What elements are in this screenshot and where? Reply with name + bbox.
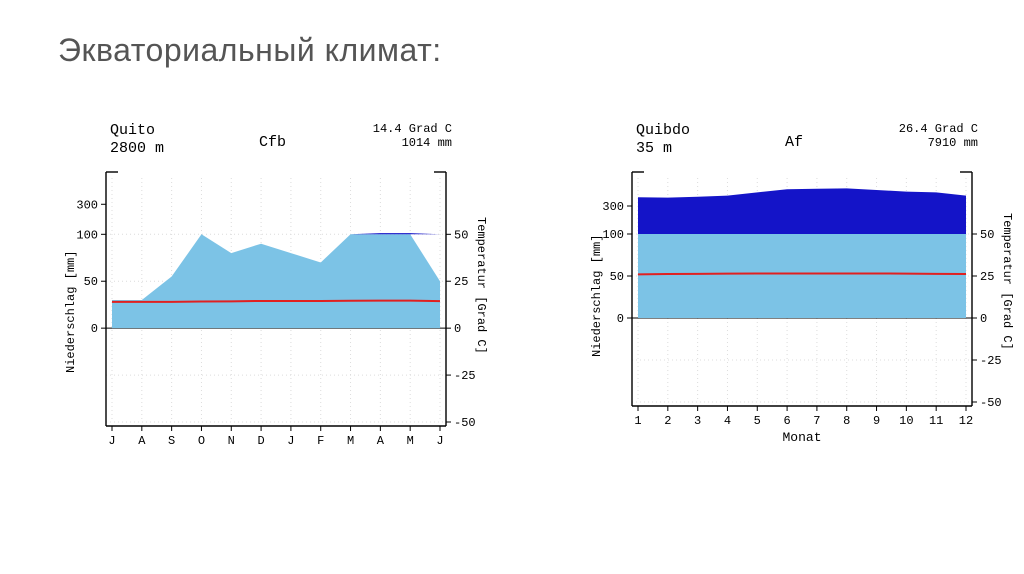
y-left-tick-label: 0 — [91, 322, 98, 336]
x-tick-label: 9 — [873, 414, 880, 428]
temperature-line — [638, 273, 966, 274]
y-right-tick-label: -50 — [980, 396, 1002, 410]
y-right-axis-label: Temperatur [Grad C] — [1000, 213, 1014, 350]
y-left-tick-label: 50 — [610, 270, 624, 284]
x-tick-label: D — [257, 434, 264, 448]
climate-chart: Quito 2800 m Cfb 14.4 Grad C 1014 mm 050… — [58, 120, 494, 470]
x-tick-label: 12 — [959, 414, 973, 428]
y-right-tick-label: 0 — [980, 312, 987, 326]
chart-plot: 050100300-50-2502550123456789101112 — [584, 120, 1020, 450]
y-right-tick-label: 25 — [454, 275, 468, 289]
x-tick-label: 8 — [843, 414, 850, 428]
y-left-tick-label: 0 — [617, 312, 624, 326]
x-axis-label: Monat — [772, 430, 832, 445]
x-tick-label: M — [347, 434, 354, 448]
x-tick-label: 2 — [664, 414, 671, 428]
y-right-tick-label: 25 — [980, 270, 994, 284]
x-tick-label: A — [138, 434, 146, 448]
y-left-tick-label: 300 — [76, 198, 98, 212]
climate-chart: Quibdo 35 m Af 26.4 Grad C 7910 mm 05010… — [584, 120, 1020, 450]
y-right-tick-label: 0 — [454, 322, 461, 336]
precip-area-dark — [638, 188, 966, 234]
x-tick-label: 6 — [783, 414, 790, 428]
x-tick-label: N — [228, 434, 235, 448]
y-right-tick-label: -25 — [454, 369, 476, 383]
x-tick-label: J — [287, 434, 294, 448]
precip-area-dark — [112, 233, 440, 234]
x-tick-label: 5 — [754, 414, 761, 428]
y-right-tick-label: -25 — [980, 354, 1002, 368]
slide-title: Экваториальный климат: — [58, 32, 442, 69]
y-left-tick-label: 100 — [76, 228, 98, 242]
x-tick-label: O — [198, 434, 205, 448]
x-tick-label: 3 — [694, 414, 701, 428]
charts-row: Quito 2800 m Cfb 14.4 Grad C 1014 mm 050… — [58, 120, 1020, 470]
x-tick-label: J — [108, 434, 115, 448]
x-tick-label: F — [317, 434, 324, 448]
x-tick-label: 10 — [899, 414, 913, 428]
y-left-axis-label: Niederschlag [mm] — [64, 250, 78, 372]
y-left-tick-label: 50 — [84, 275, 98, 289]
y-right-axis-label: Temperatur [Grad C] — [474, 217, 488, 354]
y-right-tick-label: 50 — [454, 228, 468, 242]
x-tick-label: A — [377, 434, 385, 448]
x-tick-label: S — [168, 434, 175, 448]
precip-area-light — [638, 234, 966, 318]
y-right-tick-label: -50 — [454, 416, 476, 430]
x-tick-label: 11 — [929, 414, 943, 428]
y-left-axis-label: Niederschlag [mm] — [590, 235, 604, 357]
y-right-tick-label: 50 — [980, 228, 994, 242]
x-tick-label: M — [407, 434, 414, 448]
chart-plot: 0 50 100 300 -50 -25 0 25 50 J A S O N D J F M A M J — [58, 120, 494, 470]
precip-area-light — [112, 234, 440, 328]
x-tick-label: 4 — [724, 414, 731, 428]
x-tick-label: 7 — [813, 414, 820, 428]
x-tick-label: J — [436, 434, 443, 448]
y-left-tick-label: 100 — [602, 228, 624, 242]
y-left-tick-label: 300 — [602, 200, 624, 214]
x-tick-label: 1 — [634, 414, 641, 428]
